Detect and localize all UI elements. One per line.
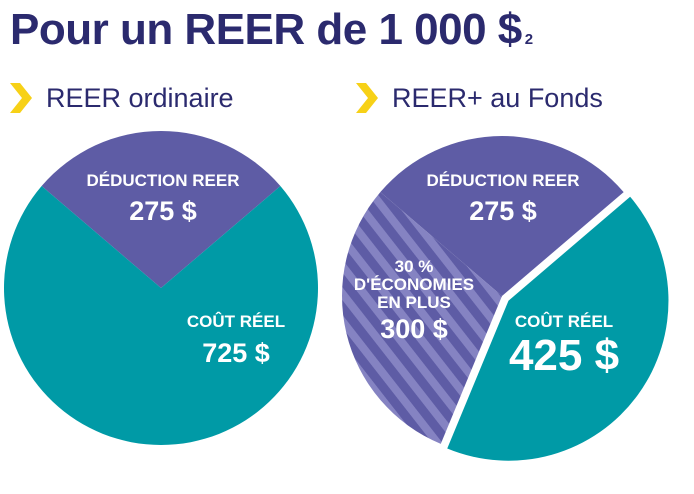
pie-slice-cout-reel: [447, 196, 669, 461]
slice-value: 275 $: [129, 196, 197, 226]
pie-right: DÉDUCTION REER 275 $ 30 % D'ÉCONOMIES EN…: [342, 136, 669, 461]
pie-left: DÉDUCTION REER 275 $ COÛT RÉEL 725 $: [4, 131, 318, 446]
slice-label: DÉDUCTION REER: [86, 171, 239, 190]
chart-right-title: REER+ au Fonds: [392, 82, 603, 113]
chevron-right-icon: [10, 83, 32, 113]
slice-label: DÉDUCTION REER: [426, 171, 579, 190]
page-title: Pour un REER de 1 000 $2: [10, 5, 533, 54]
chart-right-heading: REER+ au Fonds: [356, 80, 603, 116]
chevron-right-icon: [356, 83, 378, 113]
chart-left-heading: REER ordinaire: [10, 80, 234, 116]
slice-value: 275 $: [469, 196, 537, 226]
chart-left-title: REER ordinaire: [46, 82, 234, 113]
slice-label: EN PLUS: [377, 293, 451, 312]
slice-label: 30 %: [395, 257, 434, 276]
pie-slice-deduction: [41, 131, 281, 288]
pie-slice-economies: [342, 192, 502, 444]
pie-slice-deduction: [380, 136, 624, 296]
footnote-marker: 2: [524, 31, 533, 48]
slice-value: 725 $: [202, 338, 270, 368]
pie-slice-cout-reel: [4, 186, 318, 446]
slice-value: 300 $: [380, 314, 448, 344]
slice-label: COÛT RÉEL: [515, 312, 613, 331]
slice-label: COÛT RÉEL: [187, 312, 285, 331]
slice-label: D'ÉCONOMIES: [354, 275, 474, 294]
slice-value: 425 $: [509, 331, 619, 380]
